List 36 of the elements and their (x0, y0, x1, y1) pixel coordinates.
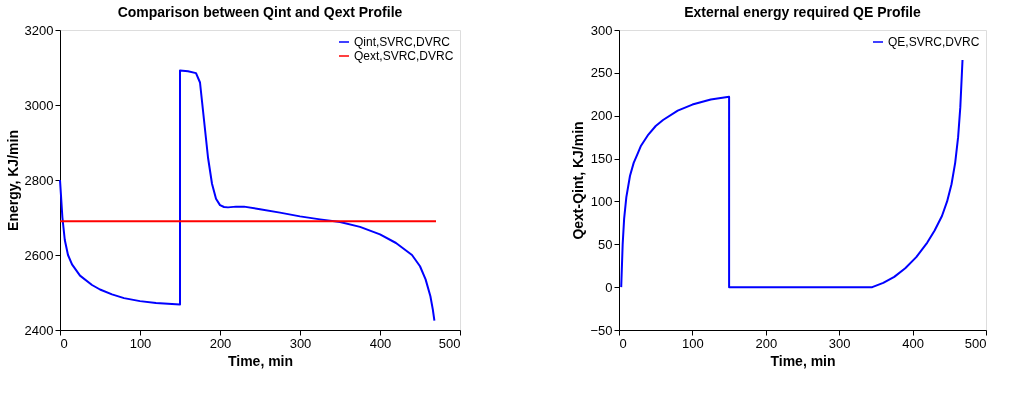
x-axis-title: Time, min (770, 352, 836, 369)
x-tick-label: 300 (289, 335, 312, 351)
x-tick-label: 500 (438, 335, 461, 351)
y-tick-label: 2600 (24, 247, 54, 263)
x-tick-label: 500 (964, 335, 987, 351)
chart-title: External energy required QE Profile (684, 4, 921, 20)
y-tick-label: 200 (590, 108, 613, 124)
chart-title: Comparison between Qint and Qext Profile (117, 4, 403, 20)
x-tick-label: 200 (209, 335, 232, 351)
x-tick-label: 0 (619, 335, 627, 351)
legend-label: Qint,SVRC,DVRC (354, 35, 451, 49)
y-tick-label: 3200 (24, 22, 54, 38)
legend-label: QE,SVRC,DVRC (888, 35, 980, 49)
y-tick-label: −50 (590, 322, 613, 338)
x-tick-label: 0 (60, 335, 68, 351)
line-series (59, 69, 436, 322)
y-tick-label: 300 (590, 22, 613, 38)
y-tick-label: 250 (590, 65, 613, 81)
y-tick-label: 50 (598, 236, 613, 252)
y-tick-label: 2800 (24, 172, 54, 188)
x-tick-label: 100 (682, 335, 704, 351)
y-tick-label: 0 (605, 279, 613, 295)
y-tick-label: 150 (590, 151, 613, 167)
x-tick-label: 200 (755, 335, 778, 351)
y-tick-label: 2400 (24, 322, 54, 338)
y-tick-label: 3000 (24, 97, 54, 113)
line-series (620, 59, 964, 289)
y-tick-label: 100 (590, 193, 613, 209)
x-tick-label: 100 (129, 335, 152, 351)
y-axis-title: Qext-Qint, KJ/min (570, 121, 587, 240)
x-axis-title: Time, min (227, 352, 294, 369)
x-tick-label: 300 (828, 335, 851, 351)
y-axis-title: Energy, KJ/min (4, 130, 21, 231)
x-tick-label: 400 (369, 335, 392, 351)
x-tick-label: 400 (902, 335, 924, 351)
legend-label: Qext,SVRC,DVRC (354, 49, 454, 63)
